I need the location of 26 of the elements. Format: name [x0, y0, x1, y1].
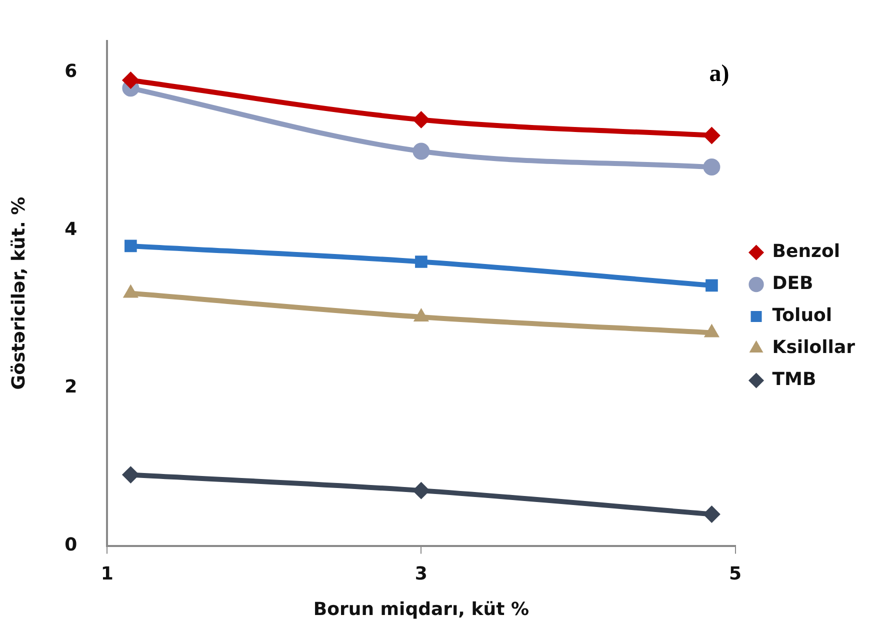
y-axis-title: Göstəricilər, küt. % — [8, 196, 30, 390]
point — [412, 142, 430, 160]
point — [122, 466, 140, 484]
point — [706, 279, 718, 292]
y-tick-label: 0 — [64, 534, 78, 556]
point — [412, 111, 430, 128]
legend-label: Ksilollar — [772, 337, 856, 358]
x-axis-title: Borun miqdarı, küt % — [313, 598, 529, 620]
y-tick-label: 2 — [64, 376, 78, 398]
point — [415, 256, 428, 268]
point — [122, 72, 140, 89]
y-tick-label: 4 — [64, 218, 78, 240]
point — [703, 126, 720, 144]
legend-label: Benzol — [772, 241, 840, 262]
x-tick-label: 3 — [414, 563, 428, 584]
point — [124, 240, 137, 252]
y-tick-label: 6 — [64, 61, 78, 82]
legend-label: DEB — [772, 273, 814, 294]
x-tick-label: 5 — [729, 563, 742, 584]
legend-label: Toluol — [772, 305, 832, 326]
point — [703, 506, 720, 523]
x-tick-label: 1 — [100, 563, 114, 584]
legend-label: TMB — [772, 369, 816, 390]
point — [703, 158, 720, 176]
annotation: a) — [709, 61, 730, 88]
point — [412, 482, 430, 500]
